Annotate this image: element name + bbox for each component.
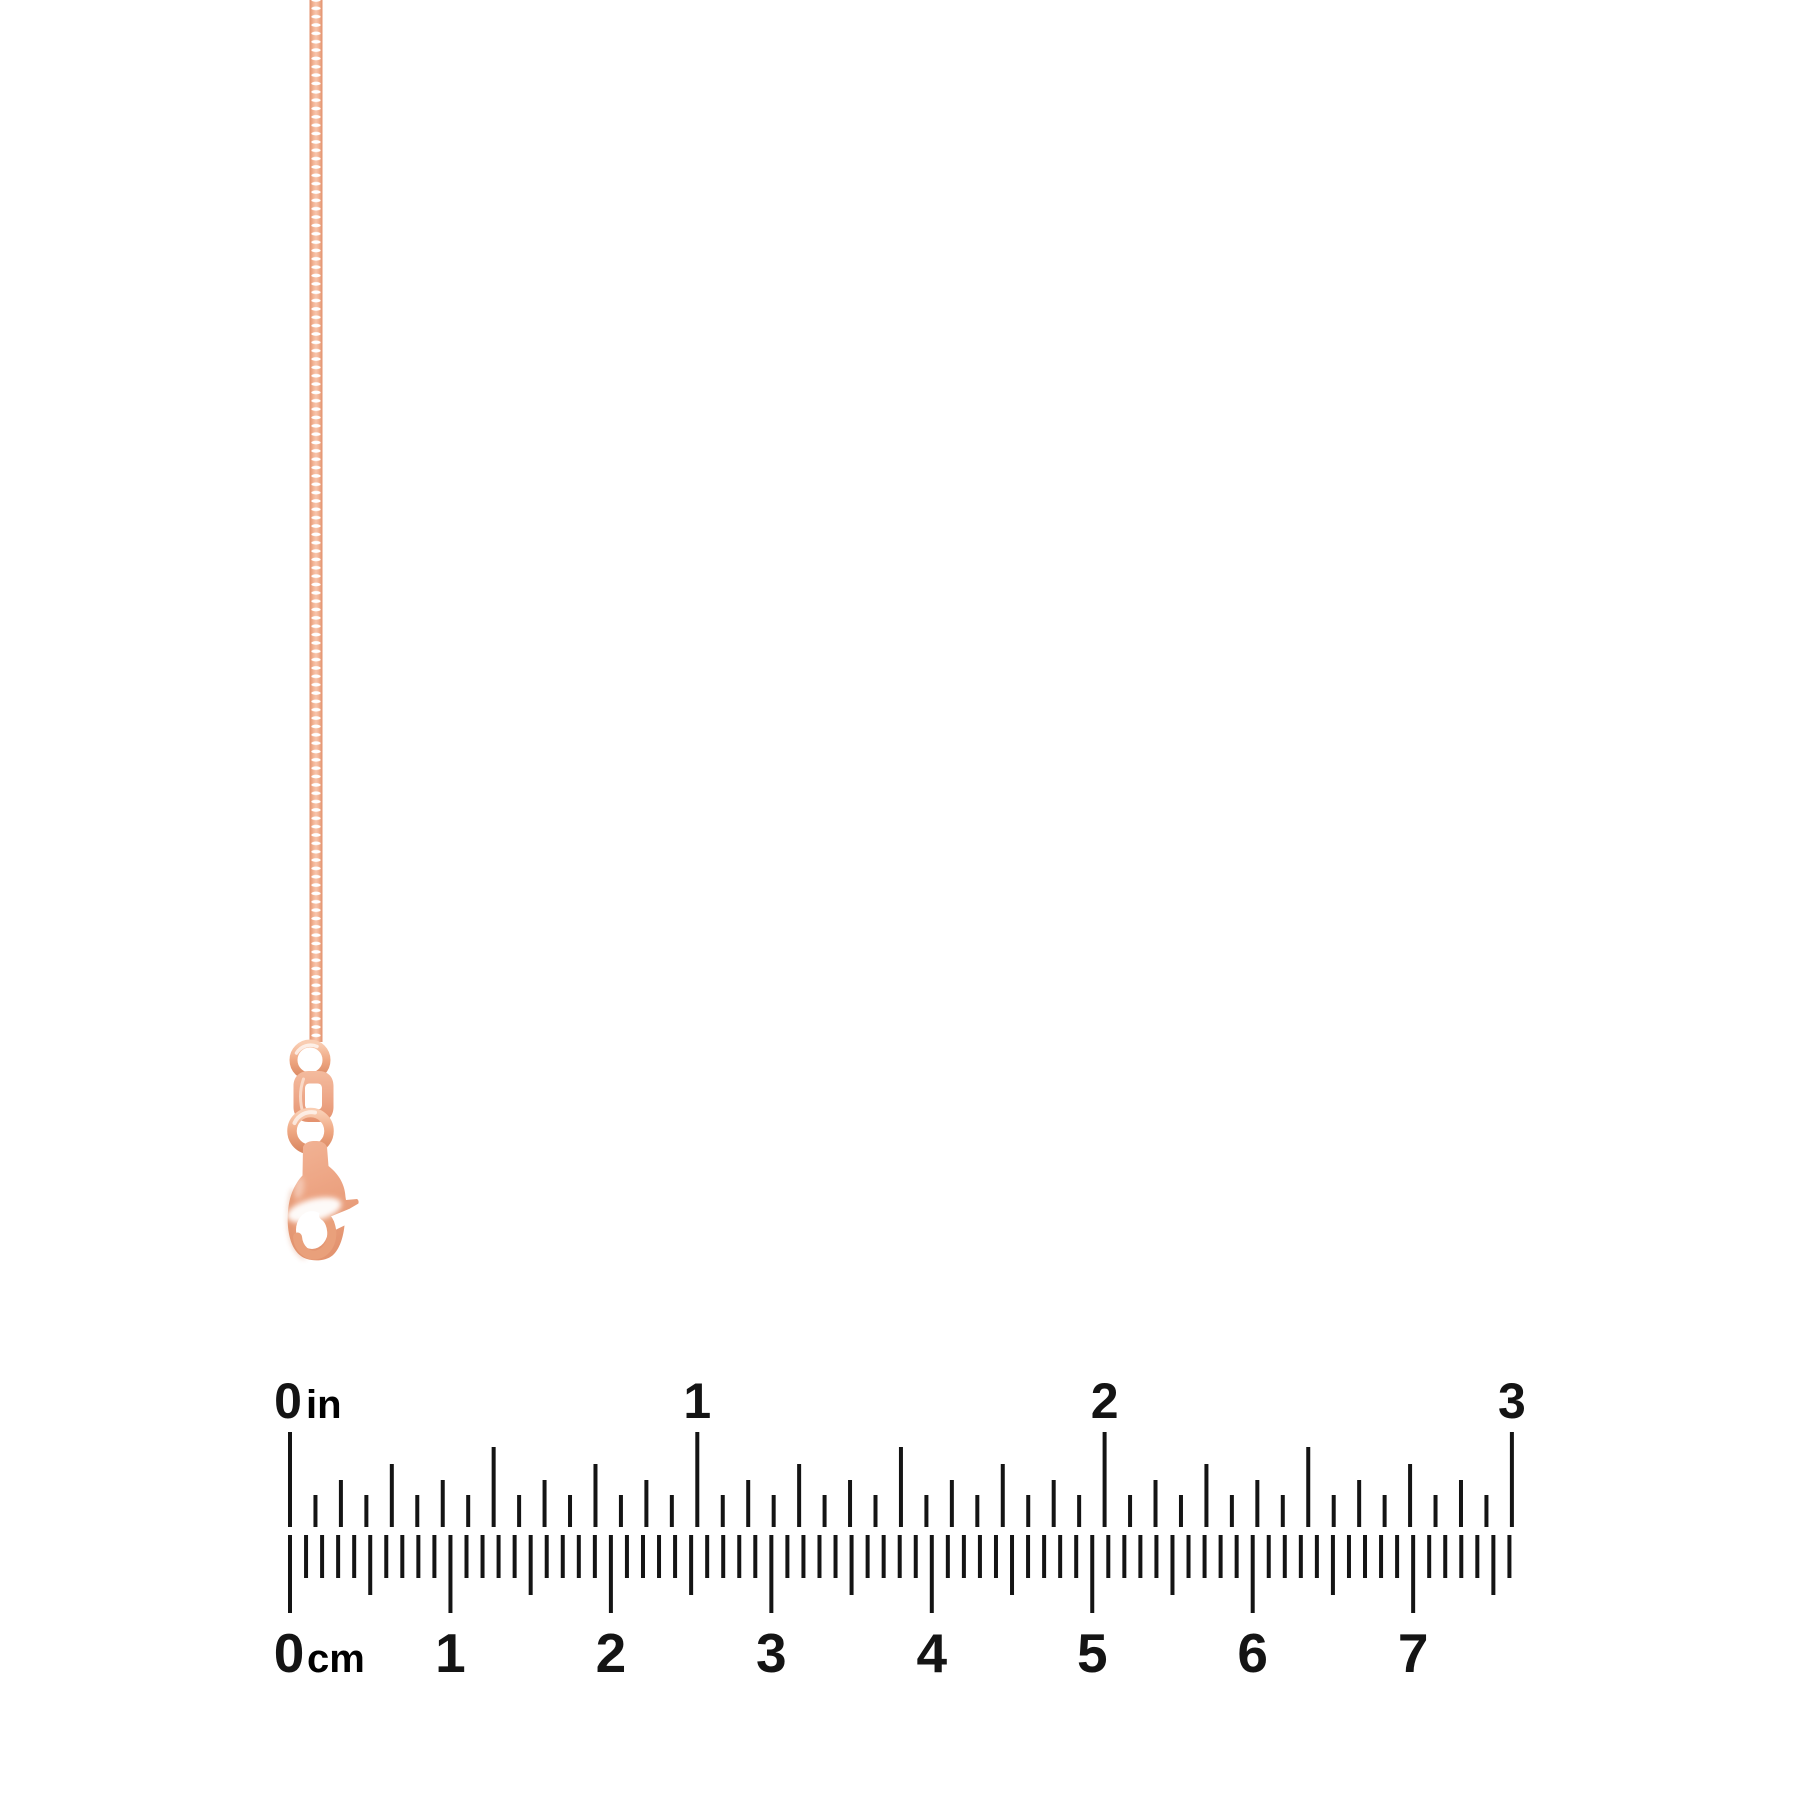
inch-labels: in 0 1 2 3	[274, 1373, 1526, 1429]
cm-label-0: 0	[274, 1622, 305, 1684]
clasp-claw-hook	[293, 1211, 337, 1260]
cm-label-7: 7	[1398, 1622, 1429, 1684]
box-chain	[309, 0, 323, 1042]
cm-unit-label: cm	[307, 1637, 365, 1681]
clasp-shading	[287, 1189, 306, 1259]
necklace	[286, 0, 359, 1261]
inch-label-3: 3	[1498, 1373, 1526, 1429]
inch-label-2: 2	[1091, 1373, 1119, 1429]
inch-label-1: 1	[683, 1373, 711, 1429]
cm-label-3: 3	[756, 1622, 787, 1684]
cm-ticks	[288, 1535, 1512, 1613]
cm-label-6: 6	[1237, 1622, 1268, 1684]
inch-ticks	[288, 1432, 1514, 1527]
cm-label-5: 5	[1077, 1622, 1108, 1684]
ruler: in 0 1 2 3 cm 0 1 2 3 4 5 6 7	[274, 1373, 1526, 1684]
cm-label-4: 4	[917, 1622, 948, 1684]
cm-label-2: 2	[596, 1622, 627, 1684]
inch-label-0: 0	[274, 1373, 302, 1429]
jump-ring-small-gleam	[294, 1043, 319, 1055]
inch-unit-label: in	[306, 1383, 342, 1427]
jump-ring-large-gleam	[292, 1110, 317, 1125]
lobster-clasp	[286, 1141, 359, 1261]
clasp-highlight-small	[293, 1177, 305, 1199]
cm-labels: cm 0 1 2 3 4 5 6 7	[274, 1622, 1429, 1684]
cm-label-1: 1	[435, 1622, 466, 1684]
clasp-highlight	[286, 1197, 342, 1223]
